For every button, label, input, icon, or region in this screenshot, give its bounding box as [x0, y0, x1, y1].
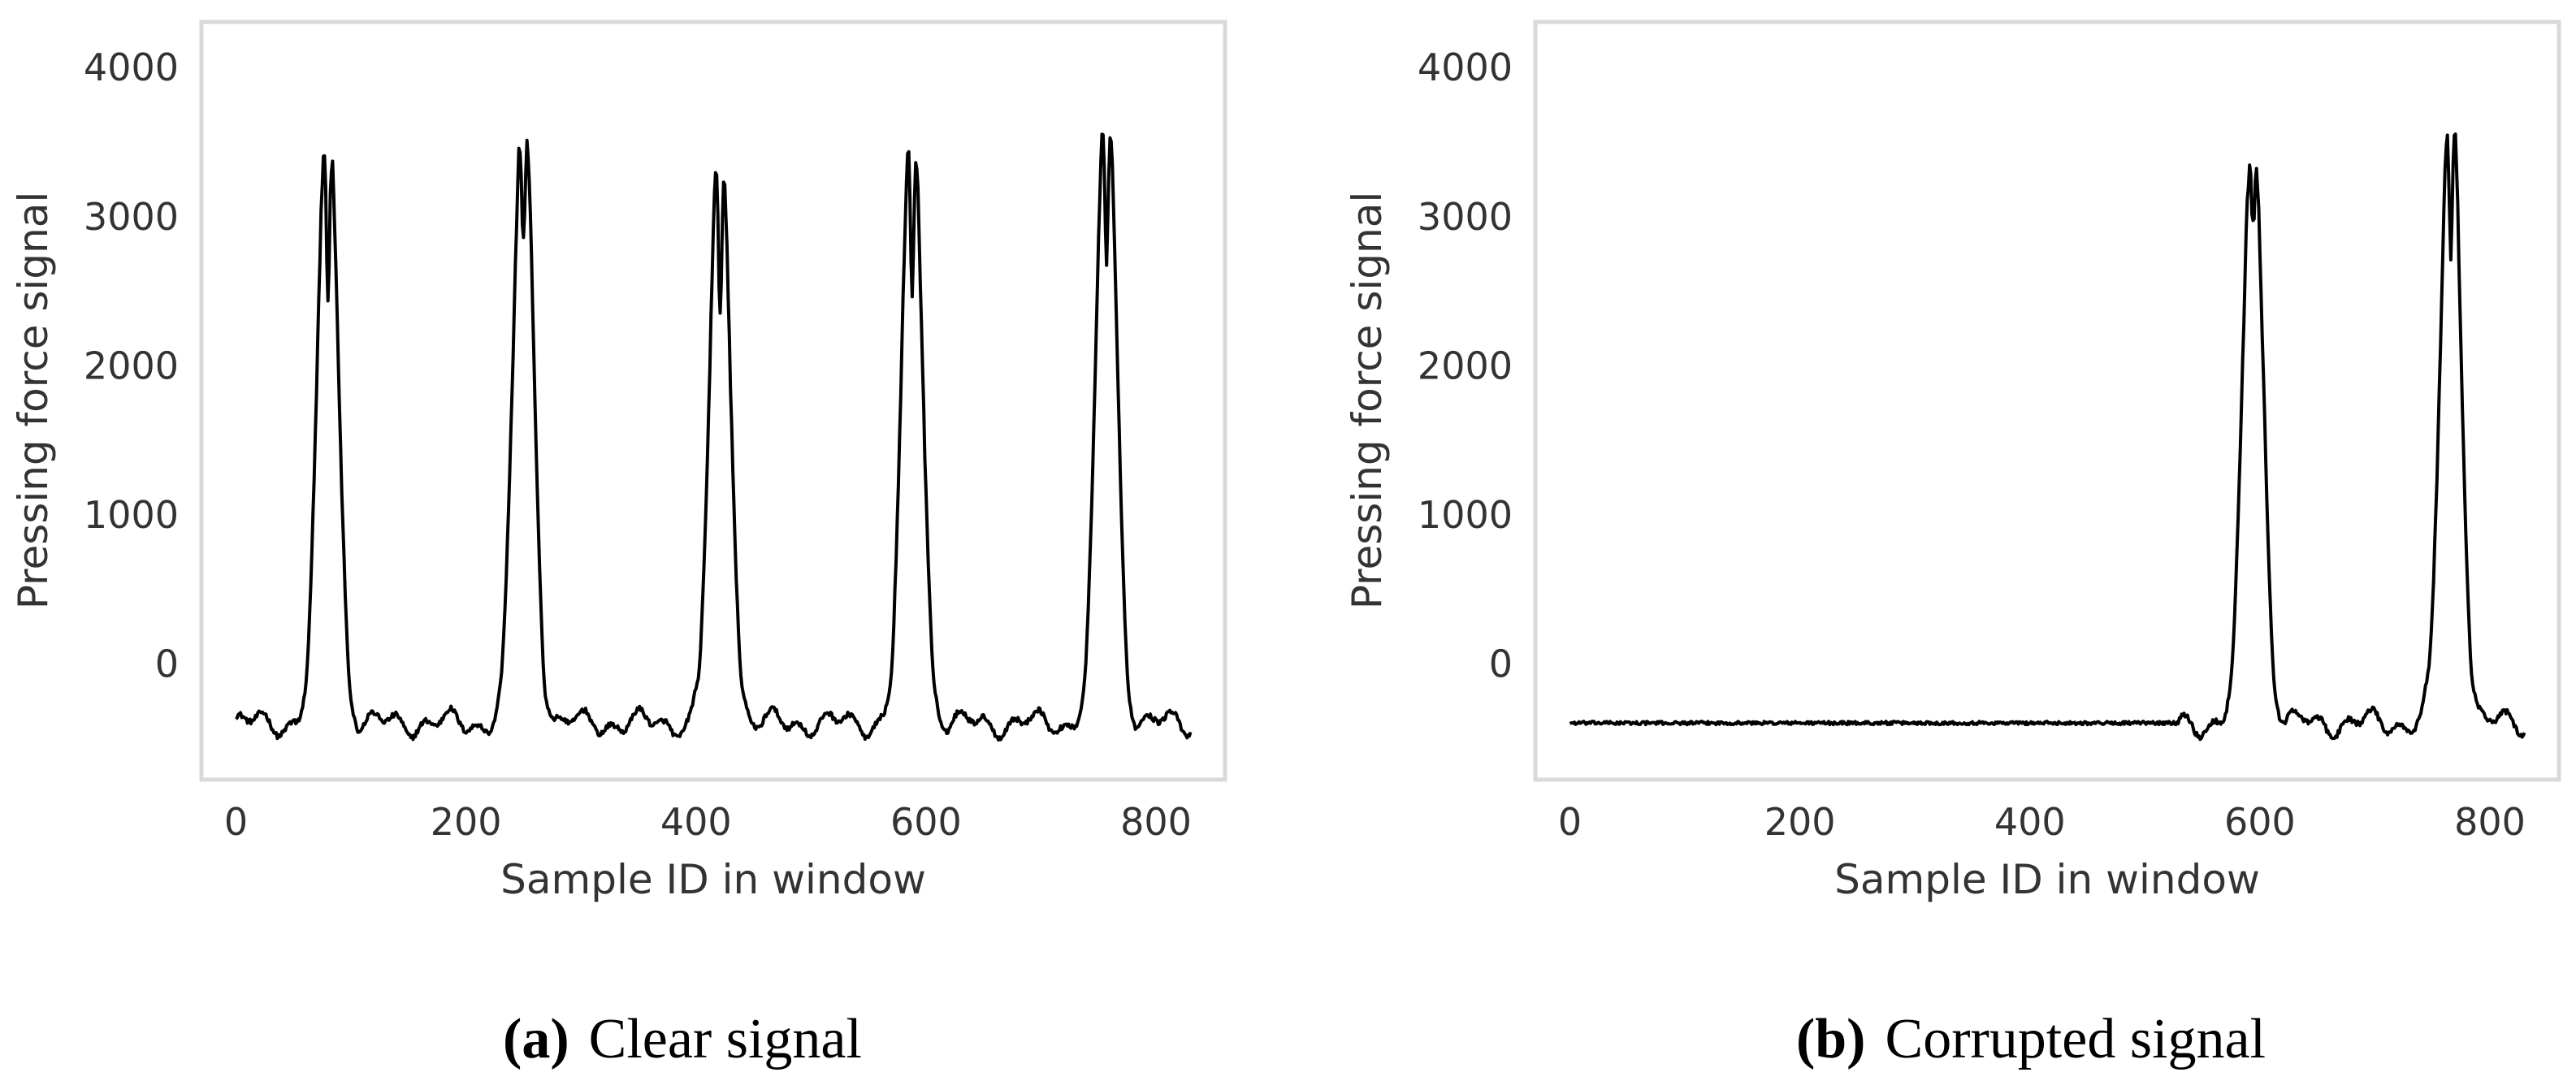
panel-a-plot-frame [199, 19, 1227, 782]
x-tick-label: 600 [890, 800, 962, 844]
panel-b-y-ticks: 0 1000 2000 3000 4000 [1418, 45, 1513, 686]
y-tick-label: 4000 [84, 45, 179, 89]
panel-b-series-line [1569, 132, 2526, 742]
panel-a: 0 1000 2000 3000 4000 0 200 400 600 800 Sample I… [10, 19, 1227, 1070]
x-tick-label: 200 [1764, 800, 1836, 844]
panel-b-y-axis-label: Pressing force signal [1344, 192, 1391, 610]
panel-b: 0 1000 2000 3000 4000 0 200 400 600 800 Sample I… [1344, 19, 2561, 1070]
x-tick-label: 800 [2454, 800, 2526, 844]
panel-b-x-ticks: 0 200 400 600 800 [1558, 800, 2526, 844]
panel-a-series-line [235, 132, 1193, 742]
y-tick-label: 4000 [1418, 45, 1513, 89]
x-tick-label: 800 [1120, 800, 1192, 844]
panel-b-caption-label: (b) [1796, 1008, 1866, 1070]
panel-a-x-axis-label: Sample ID in window [500, 856, 926, 903]
x-tick-label: 0 [1558, 800, 1582, 844]
x-tick-label: 200 [431, 800, 502, 844]
panel-a-caption-text: Clear signal [589, 1008, 862, 1070]
y-tick-label: 0 [155, 642, 179, 686]
y-tick-label: 3000 [84, 195, 179, 239]
y-tick-label: 2000 [84, 344, 179, 387]
x-tick-label: 0 [224, 800, 248, 844]
y-tick-label: 0 [1489, 642, 1513, 686]
x-tick-label: 400 [660, 800, 732, 844]
x-tick-label: 600 [2224, 800, 2296, 844]
x-tick-label: 400 [1994, 800, 2066, 844]
panel-a-y-axis-label: Pressing force signal [10, 192, 57, 610]
y-tick-label: 2000 [1418, 344, 1513, 387]
y-tick-label: 3000 [1418, 195, 1513, 239]
panel-b-caption: (b) Corrupted signal [1796, 1008, 2266, 1070]
panel-b-plot-frame [1533, 19, 2561, 782]
y-tick-label: 1000 [84, 493, 179, 537]
panel-b-x-axis-label: Sample ID in window [1834, 856, 2260, 903]
panel-a-x-ticks: 0 200 400 600 800 [224, 800, 1192, 844]
panel-a-caption: (a) Clear signal [503, 1008, 862, 1070]
panel-a-y-ticks: 0 1000 2000 3000 4000 [84, 45, 179, 686]
panel-a-caption-label: (a) [503, 1008, 569, 1070]
panel-b-caption-text: Corrupted signal [1885, 1008, 2266, 1070]
y-tick-label: 1000 [1418, 493, 1513, 537]
